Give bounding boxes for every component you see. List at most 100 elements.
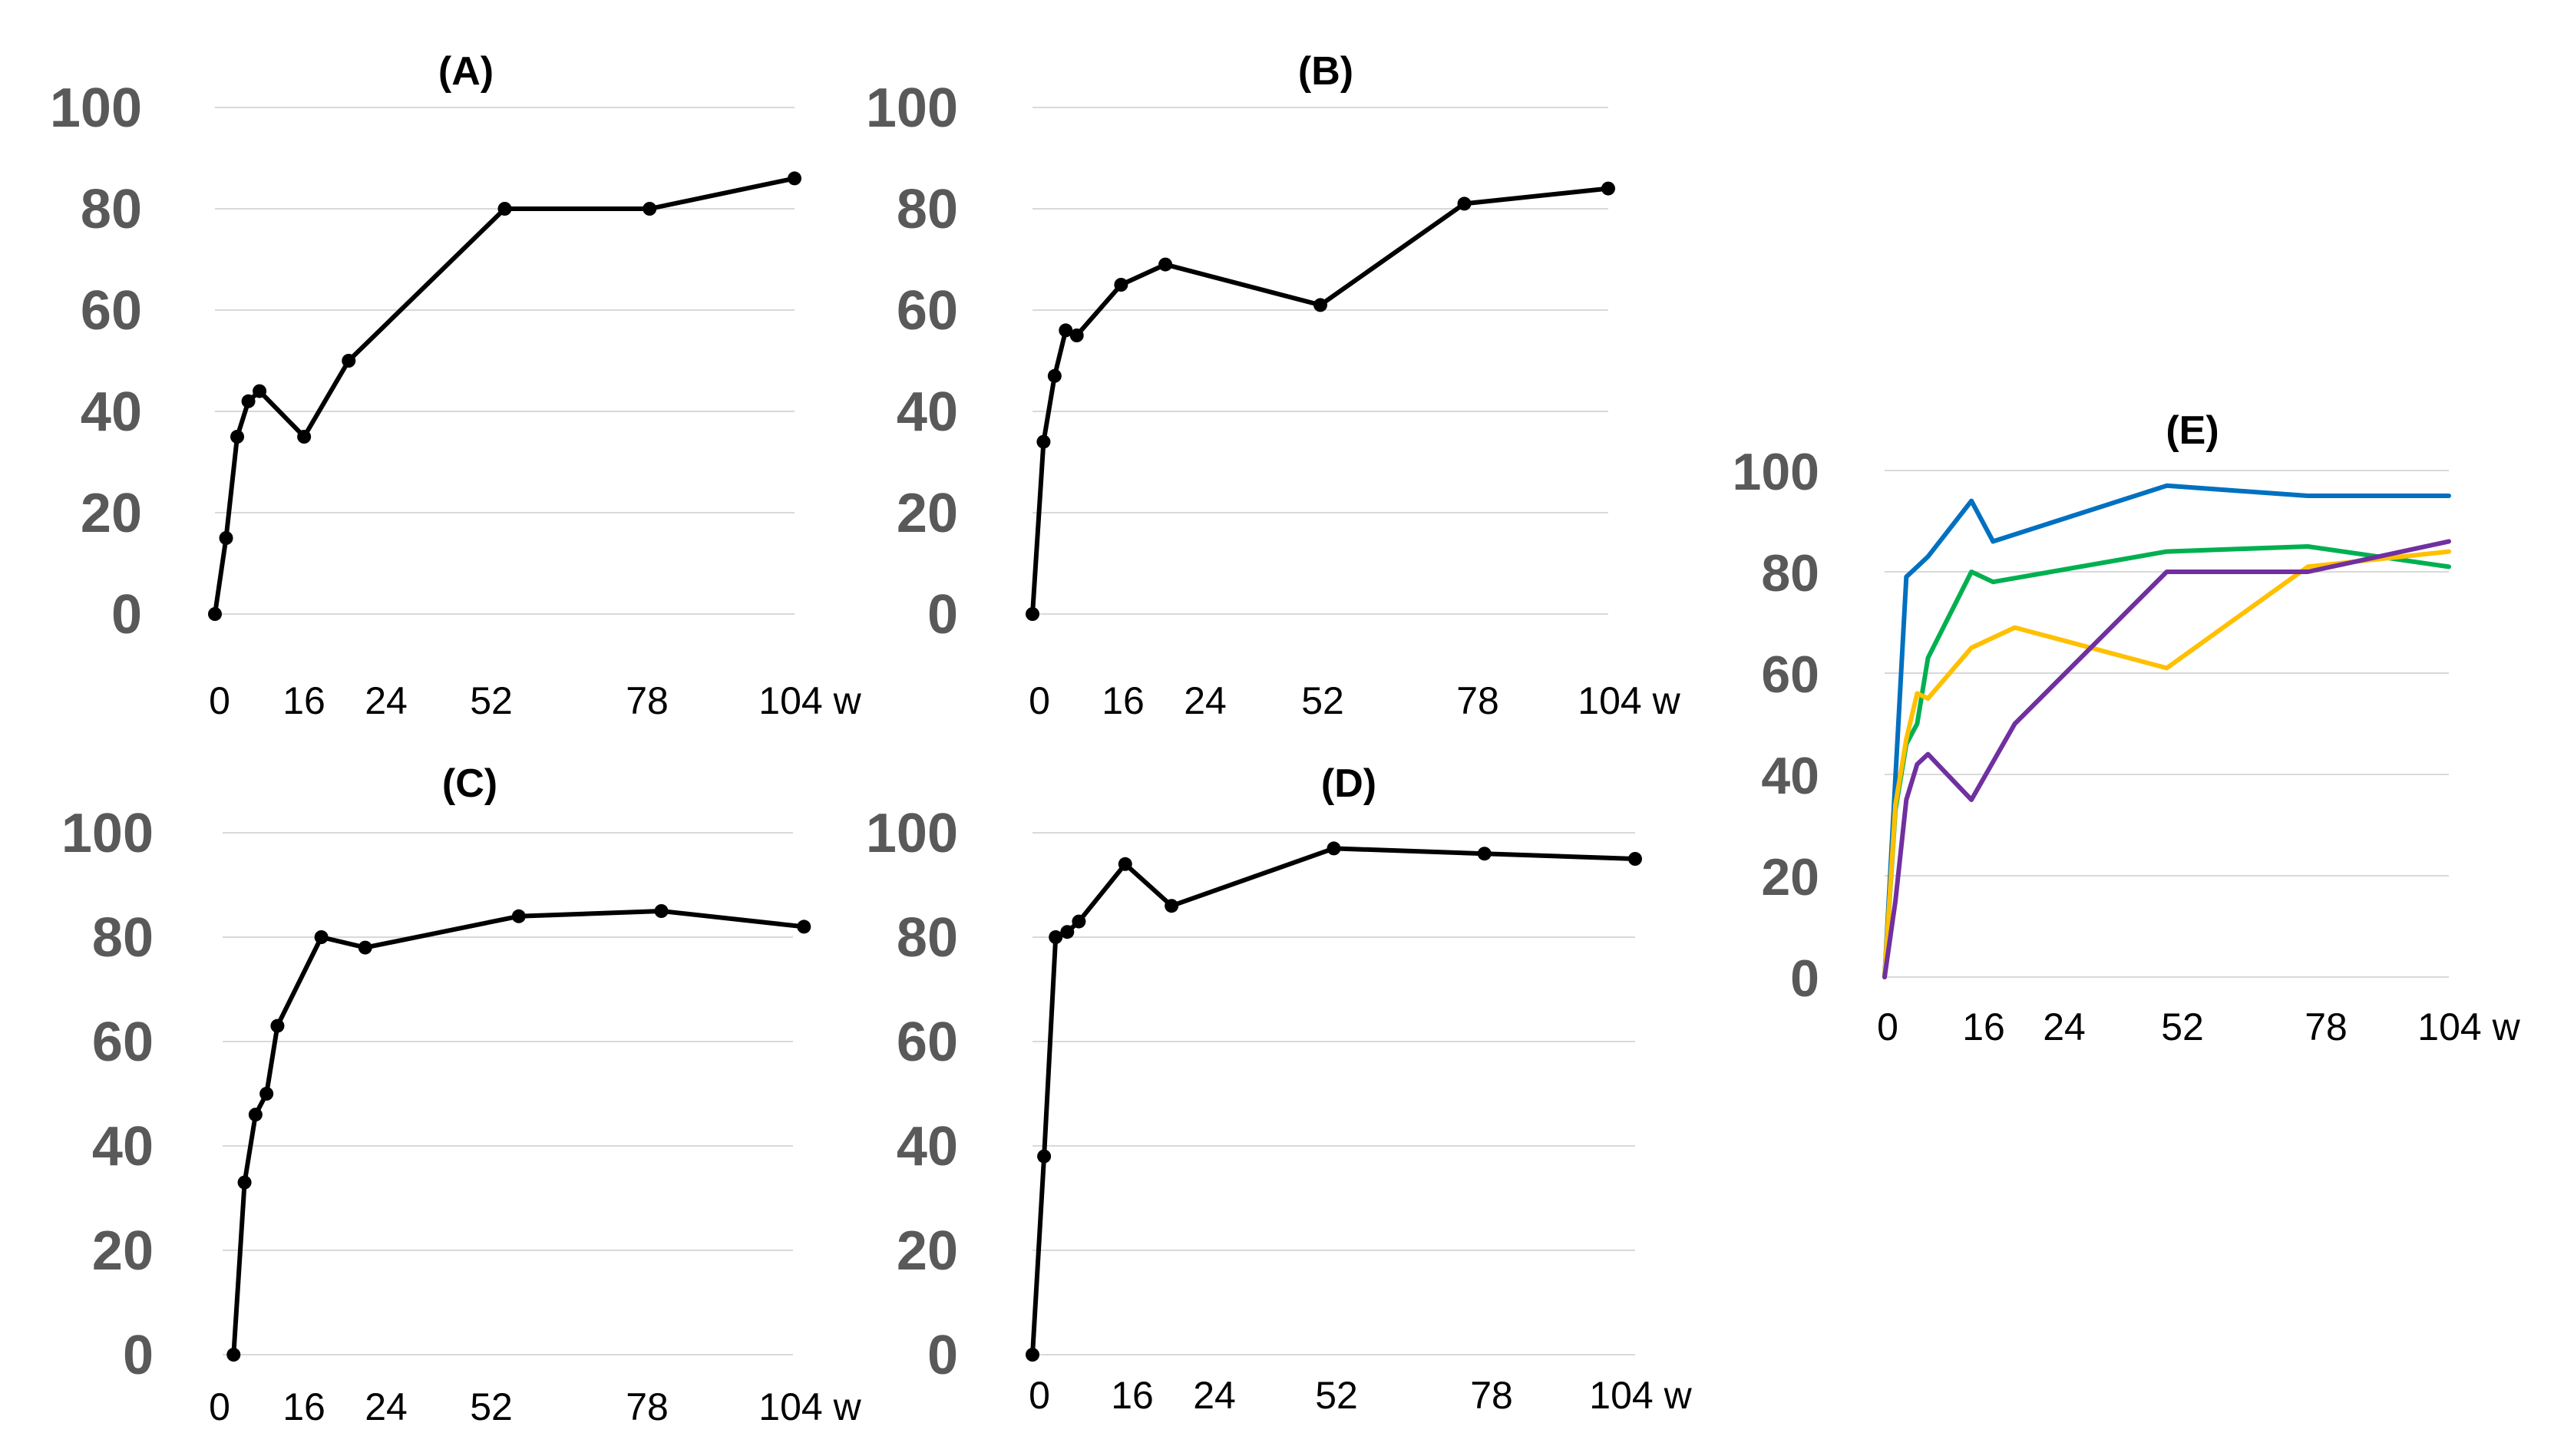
x-tick-label: 52: [1301, 679, 1344, 722]
data-point: [226, 1348, 241, 1362]
x-tick-label: 24: [365, 1385, 408, 1428]
data-point: [643, 202, 657, 216]
data-point: [230, 430, 245, 444]
data-point: [1327, 841, 1341, 856]
x-tick-label: 0: [1029, 1374, 1050, 1417]
y-tick-label: 40: [897, 381, 958, 443]
x-tick-label: 24: [1193, 1374, 1236, 1417]
data-point: [1072, 914, 1086, 929]
panel-title: (D): [1321, 761, 1376, 806]
y-tick-label: 0: [111, 584, 142, 645]
data-point: [1313, 298, 1327, 312]
y-tick-label: 40: [92, 1116, 154, 1177]
data-point: [241, 394, 256, 408]
data-point: [788, 171, 801, 186]
x-tick-label: 104 w: [758, 1385, 861, 1428]
series-line: [231, 909, 807, 1357]
data-point: [248, 1108, 263, 1122]
data-point: [1047, 368, 1062, 383]
data-point: [1165, 899, 1179, 913]
y-tick-label: 0: [927, 1325, 958, 1386]
y-tick-label: 0: [123, 1325, 154, 1386]
y-tick-label: 20: [81, 483, 142, 544]
data-point: [497, 202, 512, 216]
x-tick-label: 104 w: [1578, 679, 1680, 722]
panel-b: 0 20 40 60 80 100 0 16 24 52 78 104 w (B): [866, 49, 1681, 722]
x-tick-label: 16: [1102, 679, 1145, 722]
y-tick-label: 100: [50, 78, 142, 139]
y-tick-label: 60: [81, 280, 142, 342]
x-tick-label: 78: [1470, 1374, 1513, 1417]
y-tick-label: 80: [897, 179, 958, 240]
panel-a: 0 20 40 60 80 100 0 16 24 52 78 104 w (A): [50, 49, 862, 722]
x-tick-label: 16: [282, 1385, 325, 1428]
x-tick-label: 16: [1962, 1005, 2005, 1048]
data-point: [253, 384, 267, 398]
x-tick-label: 52: [470, 1385, 513, 1428]
x-tick-label: 78: [626, 1385, 669, 1428]
y-tick-label: 80: [92, 907, 154, 969]
data-point: [1059, 323, 1073, 338]
y-tick-label: 80: [897, 907, 958, 969]
data-point: [1628, 852, 1642, 866]
data-point: [358, 940, 372, 955]
y-tick-label: 60: [897, 1012, 958, 1073]
x-tick-label: 0: [209, 679, 230, 722]
panel-d: 0 20 40 60 80 100 0 16 24 52 78 104 w (D): [866, 761, 1693, 1417]
data-point: [1037, 1149, 1052, 1164]
y-tick-label: 40: [81, 381, 142, 443]
x-tick-label: 104 w: [2417, 1005, 2520, 1048]
data-point: [219, 531, 233, 545]
x-tick-label: 0: [1877, 1005, 1898, 1048]
y-tick-label: 60: [897, 280, 958, 342]
series-line: [1882, 539, 2451, 979]
y-tick-label: 40: [897, 1116, 958, 1177]
x-tick-label: 104 w: [1589, 1374, 1692, 1417]
y-tick-label: 20: [897, 483, 958, 544]
panel-title: (C): [442, 761, 497, 806]
x-tick-label: 24: [2043, 1005, 2086, 1048]
data-point: [1601, 181, 1615, 196]
data-point: [797, 919, 811, 934]
series-line: [1030, 846, 1637, 1357]
x-tick-label: 52: [1315, 1374, 1358, 1417]
panel-c: 0 20 40 60 80 100 0 16 24 52 78 104 w (C): [61, 761, 862, 1428]
data-point: [511, 909, 526, 923]
data-point: [1158, 257, 1173, 272]
x-tick-label: 24: [1184, 679, 1227, 722]
x-tick-label: 52: [470, 679, 513, 722]
data-point: [1118, 857, 1132, 871]
data-point: [1457, 196, 1472, 211]
data-point: [1049, 930, 1063, 944]
data-point: [342, 354, 356, 368]
series-line: [1882, 549, 2451, 979]
y-tick-label: 60: [1761, 645, 1819, 704]
data-point: [1026, 1348, 1039, 1362]
data-point: [1477, 847, 1492, 861]
data-point: [1069, 329, 1084, 342]
x-tick-label: 0: [209, 1385, 230, 1428]
panel-title: (E): [2166, 408, 2219, 453]
data-point: [297, 430, 312, 444]
x-tick-label: 78: [2305, 1005, 2347, 1048]
data-point: [654, 904, 669, 918]
x-tick-label: 78: [626, 679, 669, 722]
panel-title: (B): [1298, 49, 1353, 94]
x-tick-label: 104 w: [758, 679, 861, 722]
x-tick-label: 16: [282, 679, 325, 722]
y-tick-label: 0: [1790, 949, 1819, 1008]
series-line: [1030, 186, 1611, 616]
y-tick-label: 0: [927, 584, 958, 645]
data-point: [259, 1087, 274, 1101]
x-tick-label: 0: [1029, 679, 1050, 722]
x-tick-label: 52: [2161, 1005, 2204, 1048]
y-tick-label: 20: [897, 1220, 958, 1282]
series-line: [213, 176, 797, 616]
y-tick-label: 80: [1761, 544, 1819, 603]
y-tick-label: 40: [1761, 747, 1819, 805]
panel-title: (A): [438, 49, 494, 94]
data-point: [237, 1175, 252, 1190]
y-tick-label: 100: [866, 78, 958, 139]
data-point: [1026, 607, 1039, 621]
